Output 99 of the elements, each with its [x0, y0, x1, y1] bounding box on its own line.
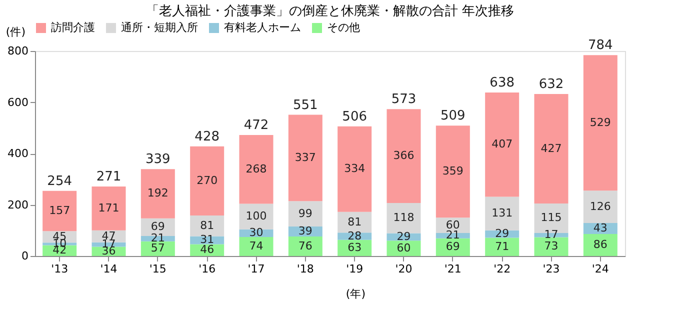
- data-label: 157: [49, 204, 70, 218]
- data-label: 359: [442, 164, 464, 178]
- total-label: 509: [440, 108, 466, 124]
- bar: [583, 55, 618, 191]
- x-tick-label: '22: [494, 262, 511, 276]
- x-tick-label: '23: [542, 262, 560, 276]
- data-label: 81: [200, 218, 214, 232]
- data-label: 366: [393, 149, 414, 162]
- total-label: 573: [391, 92, 416, 108]
- total-label: 254: [47, 174, 72, 189]
- bar: [534, 237, 568, 256]
- x-tick-label: '16: [198, 262, 216, 276]
- data-label: 407: [492, 138, 513, 151]
- data-label: 126: [590, 200, 611, 213]
- bar: [239, 237, 274, 256]
- data-label: 76: [298, 239, 312, 252]
- data-label: 115: [540, 211, 562, 224]
- total-label: 339: [146, 152, 170, 168]
- total-label: 472: [244, 118, 269, 134]
- bar: [386, 202, 421, 234]
- total-label: 506: [342, 109, 367, 124]
- y-tick-label: 400: [8, 147, 28, 160]
- data-label: 60: [446, 218, 460, 232]
- x-tick-label: '13: [51, 262, 68, 276]
- data-label: 39: [298, 224, 312, 238]
- bar: [288, 236, 322, 256]
- bar: [338, 126, 372, 212]
- data-label: 73: [544, 240, 558, 253]
- data-label: 192: [147, 186, 168, 200]
- data-label: 63: [348, 240, 362, 254]
- bar: [190, 216, 224, 236]
- data-label: 81: [348, 215, 362, 228]
- bar: [190, 146, 224, 216]
- x-tick-label: '14: [100, 262, 118, 276]
- data-label: 21: [446, 228, 460, 242]
- data-label: 427: [540, 142, 562, 155]
- y-tick-label: 600: [8, 96, 28, 109]
- data-label: 60: [396, 241, 411, 254]
- bar: [42, 190, 77, 232]
- data-label: 17: [544, 228, 558, 242]
- x-tick-label: '15: [149, 262, 166, 276]
- y-tick-label: 200: [8, 198, 28, 212]
- data-label: 171: [98, 201, 120, 214]
- y-axis-title: (件): [6, 26, 26, 38]
- bar: [386, 109, 421, 203]
- total-label: 632: [538, 77, 564, 92]
- data-label: 69: [446, 240, 460, 254]
- total-label: 784: [588, 38, 613, 54]
- chart-title: 「老人福祉・介護事業」の倒産と休廃業・解散の合計 年次推移: [146, 3, 514, 19]
- total-label: 428: [194, 129, 220, 144]
- bar: [583, 234, 618, 256]
- total-label: 638: [490, 76, 514, 91]
- bar: [288, 114, 322, 202]
- bar: [485, 196, 520, 230]
- legend-label: 訪問介護: [51, 21, 95, 34]
- data-label: 100: [246, 210, 267, 223]
- data-label: 86: [593, 238, 608, 251]
- y-tick-label: 800: [8, 44, 28, 58]
- data-label: 334: [344, 162, 366, 176]
- bar: [485, 238, 520, 256]
- data-label: 529: [590, 116, 611, 129]
- data-label: 99: [298, 206, 312, 220]
- data-label: 268: [246, 162, 267, 176]
- x-tick-label: '24: [592, 262, 609, 276]
- data-label: 30: [249, 226, 264, 240]
- data-label: 118: [393, 211, 414, 224]
- y-tick-label: 0: [22, 250, 28, 262]
- bar: [534, 94, 568, 204]
- x-tick-label: '20: [395, 262, 412, 276]
- bar: [239, 204, 274, 230]
- data-label: 69: [150, 220, 165, 234]
- data-label: 46: [200, 243, 214, 256]
- data-label: 29: [396, 230, 411, 243]
- bar: [140, 169, 175, 218]
- bar: [485, 92, 520, 197]
- data-label: 28: [348, 229, 362, 242]
- x-tick-label: '18: [296, 262, 314, 276]
- data-label: 71: [495, 240, 510, 253]
- data-label: 43: [593, 221, 608, 234]
- x-axis-title: (年): [346, 288, 366, 300]
- data-label: 270: [196, 174, 218, 187]
- legend-label: 通所・短期入所: [121, 21, 198, 34]
- bar: [436, 126, 470, 218]
- bar: [583, 190, 618, 223]
- total-label: 551: [293, 98, 318, 113]
- data-label: 337: [294, 150, 316, 164]
- total-label: 271: [96, 170, 122, 185]
- bar: [92, 186, 126, 230]
- bar: [239, 135, 274, 204]
- data-label: 29: [495, 227, 510, 240]
- x-tick-label: '21: [444, 262, 462, 276]
- legend-label: 有料老人ホーム: [224, 21, 301, 34]
- legend-label: その他: [327, 21, 360, 34]
- x-tick-label: '17: [248, 262, 265, 276]
- bar: [288, 201, 322, 227]
- x-tick-label: '19: [346, 262, 364, 276]
- data-label: 74: [249, 240, 264, 253]
- bar: [140, 241, 175, 256]
- data-label: 131: [492, 206, 513, 220]
